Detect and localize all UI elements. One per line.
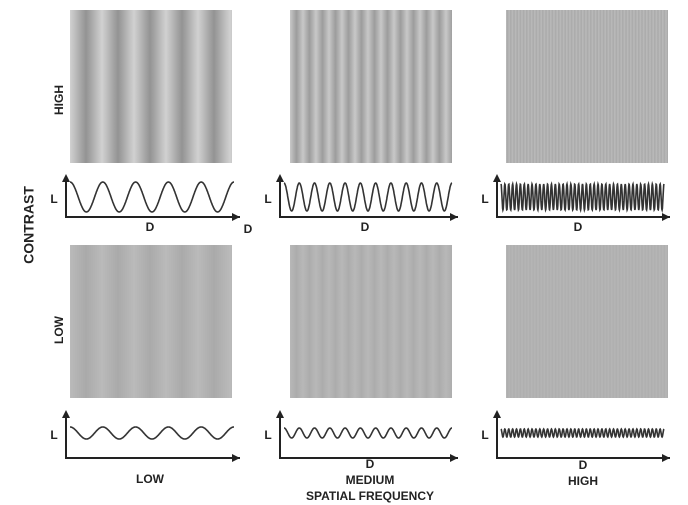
y-axis-label: L (264, 192, 271, 206)
x-axis-label: D (579, 458, 588, 472)
waveform (70, 427, 234, 439)
arrow (662, 454, 670, 462)
waveform (501, 429, 664, 437)
arrow (62, 410, 70, 418)
x-axis-label: D (361, 220, 370, 234)
x-axis-label: SPATIAL FREQUENCY (306, 489, 434, 503)
diagram: CONTRAST HIGH LOW LOW MEDIUM HIGH SPATIA… (0, 0, 688, 505)
x-axis-label: D (366, 457, 375, 471)
waveform (284, 183, 452, 211)
grating (506, 245, 668, 398)
row-label: LOW (52, 315, 66, 344)
waveform (501, 184, 664, 210)
x-axis-label: D (146, 220, 155, 234)
arrow (493, 174, 501, 182)
waveform (284, 428, 452, 438)
y-axis-label: L (481, 192, 488, 206)
arrow (662, 213, 670, 221)
y-axis-label: L (50, 428, 57, 442)
grating (290, 10, 452, 163)
grating (70, 10, 232, 163)
column-label: HIGH (568, 474, 598, 488)
y-axis-label: L (264, 428, 271, 442)
column-label: LOW (136, 472, 165, 486)
arrow (232, 454, 240, 462)
grating (506, 10, 668, 163)
arrow (62, 174, 70, 182)
y-axis-label: L (481, 428, 488, 442)
column-label: MEDIUM (346, 473, 395, 487)
grating (290, 245, 452, 398)
arrow (450, 213, 458, 221)
grating (70, 245, 232, 398)
arrow (450, 454, 458, 462)
arrow (276, 174, 284, 182)
x-axis-label: D (574, 220, 583, 234)
x-axis-label: D (244, 222, 253, 236)
waveform (70, 182, 234, 212)
arrow (276, 410, 284, 418)
row-label: HIGH (52, 85, 66, 115)
y-axis-label: L (50, 192, 57, 206)
arrow (493, 410, 501, 418)
contrast-label: CONTRAST (21, 186, 37, 264)
arrow (232, 213, 240, 221)
